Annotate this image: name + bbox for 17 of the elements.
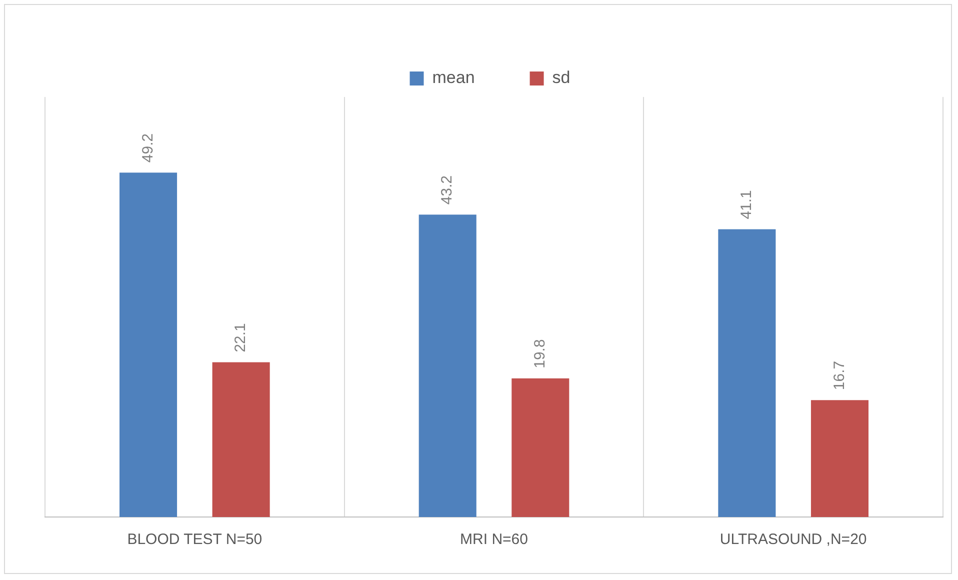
- x-tick-label: BLOOD TEST N=50: [127, 531, 262, 548]
- legend-label: mean: [432, 68, 475, 88]
- data-label: 41.1: [738, 190, 756, 220]
- bar: [120, 172, 178, 517]
- data-label: 16.7: [830, 360, 848, 390]
- x-tick-label: ULTRASOUND ,N=20: [720, 531, 867, 548]
- bar: [512, 378, 570, 517]
- x-tick-label: MRI N=60: [460, 531, 528, 548]
- bar: [718, 229, 776, 517]
- bar: [810, 400, 868, 517]
- data-label: 43.2: [438, 175, 456, 205]
- data-label: 22.1: [232, 323, 250, 352]
- legend-label: sd: [552, 68, 570, 88]
- data-label: 19.8: [532, 339, 549, 368]
- data-label: 49.2: [139, 133, 156, 163]
- bar: [418, 214, 476, 517]
- bar: [212, 362, 270, 517]
